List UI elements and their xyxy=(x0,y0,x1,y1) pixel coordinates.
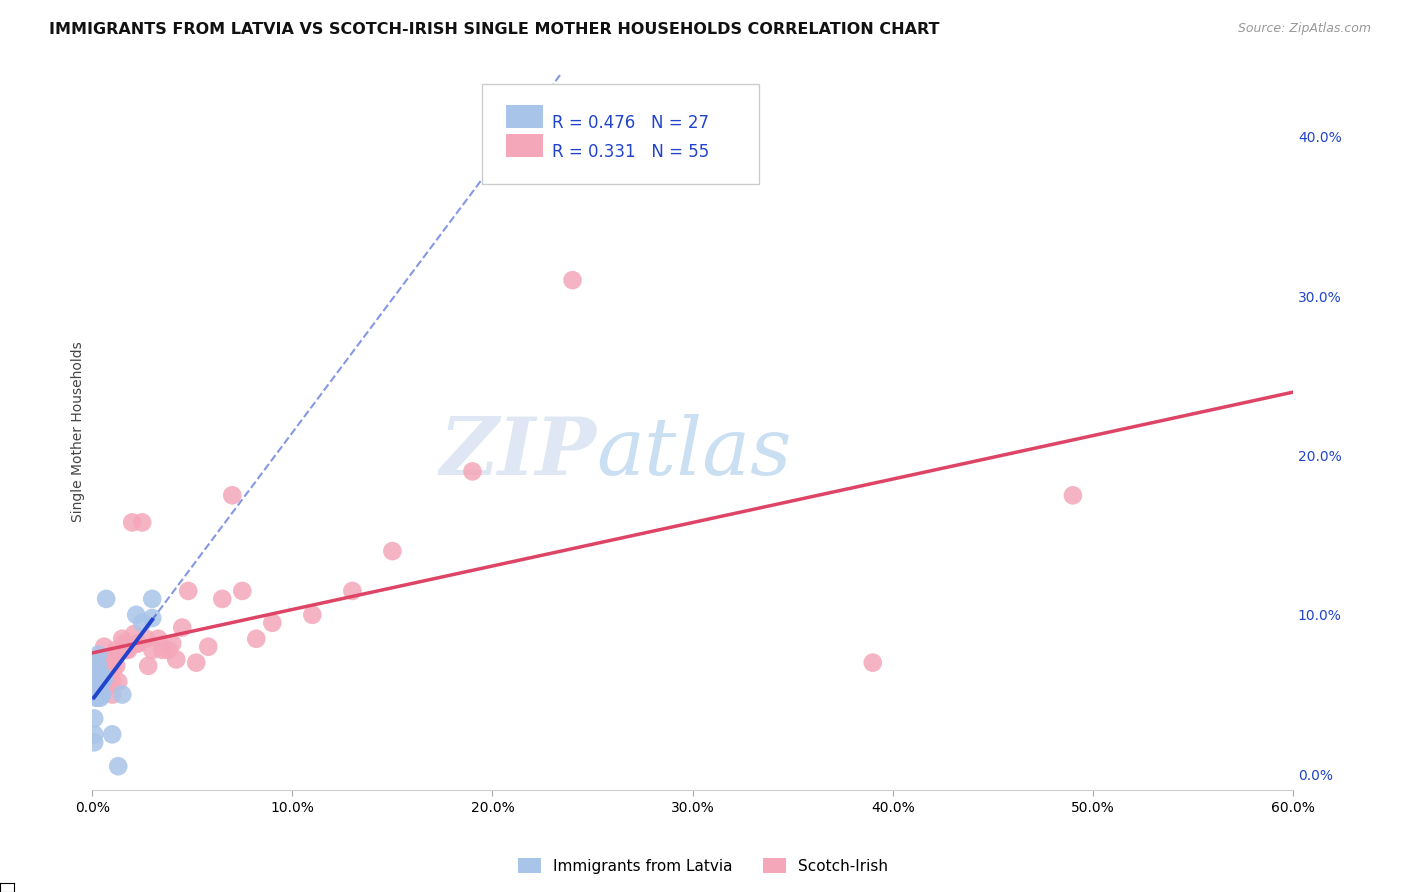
Point xyxy=(87,680,110,694)
Point xyxy=(96,591,118,606)
Point xyxy=(87,672,110,686)
Point xyxy=(141,591,163,606)
Point xyxy=(101,674,124,689)
Point xyxy=(84,680,107,694)
Point xyxy=(101,727,124,741)
Point xyxy=(84,680,107,694)
Point xyxy=(245,632,267,646)
Point xyxy=(115,643,138,657)
Point xyxy=(89,680,111,694)
Point xyxy=(107,674,129,689)
FancyBboxPatch shape xyxy=(506,134,543,157)
Point xyxy=(91,668,114,682)
Point xyxy=(91,688,114,702)
Point xyxy=(122,627,145,641)
Point xyxy=(97,656,120,670)
Point xyxy=(84,656,107,670)
Point xyxy=(89,668,111,682)
Point xyxy=(89,690,111,705)
Point xyxy=(177,583,200,598)
Point xyxy=(117,643,139,657)
Point xyxy=(141,643,163,657)
Point xyxy=(87,658,110,673)
Y-axis label: Single Mother Households: Single Mother Households xyxy=(72,341,86,522)
Point xyxy=(148,632,170,646)
Point xyxy=(121,516,143,530)
Point xyxy=(381,544,404,558)
Point xyxy=(135,632,157,646)
Point xyxy=(136,658,159,673)
Point xyxy=(87,668,110,682)
Point xyxy=(84,664,107,678)
Point xyxy=(97,668,120,682)
Point xyxy=(165,652,187,666)
Text: IMMIGRANTS FROM LATVIA VS SCOTCH-IRISH SINGLE MOTHER HOUSEHOLDS CORRELATION CHAR: IMMIGRANTS FROM LATVIA VS SCOTCH-IRISH S… xyxy=(49,22,939,37)
Point xyxy=(231,583,253,598)
Text: atlas: atlas xyxy=(596,414,792,491)
FancyBboxPatch shape xyxy=(506,105,543,128)
Legend: Immigrants from Latvia, Scotch-Irish: Immigrants from Latvia, Scotch-Irish xyxy=(512,852,894,880)
Point xyxy=(101,664,124,678)
Point xyxy=(91,668,114,682)
Point xyxy=(112,636,135,650)
Point xyxy=(197,640,219,654)
Point xyxy=(84,666,107,681)
Point xyxy=(93,672,115,686)
Point xyxy=(96,668,118,682)
Point xyxy=(101,688,124,702)
Point xyxy=(127,636,149,650)
Point xyxy=(91,674,114,689)
Point xyxy=(91,652,114,666)
Point xyxy=(342,583,364,598)
Point xyxy=(89,664,111,678)
Point xyxy=(83,727,105,741)
Point xyxy=(96,658,118,673)
Point xyxy=(96,680,118,694)
FancyBboxPatch shape xyxy=(482,84,759,184)
Text: R = 0.331   N = 55: R = 0.331 N = 55 xyxy=(553,143,710,161)
Point xyxy=(211,591,233,606)
Point xyxy=(131,516,153,530)
Point xyxy=(150,643,173,657)
Point xyxy=(111,688,134,702)
Text: ZIP: ZIP xyxy=(440,414,596,491)
Point xyxy=(862,656,884,670)
Point xyxy=(172,621,194,635)
Point xyxy=(103,652,125,666)
Point xyxy=(461,464,484,478)
Point xyxy=(186,656,208,670)
Point xyxy=(84,690,107,705)
Point xyxy=(221,488,243,502)
Point xyxy=(87,656,110,670)
Point xyxy=(89,680,111,694)
Point xyxy=(1062,488,1084,502)
Point xyxy=(561,273,583,287)
Point xyxy=(93,640,115,654)
Point xyxy=(111,632,134,646)
Point xyxy=(141,611,163,625)
Text: R = 0.476   N = 27: R = 0.476 N = 27 xyxy=(553,114,709,132)
Point xyxy=(301,607,323,622)
Point xyxy=(87,648,110,662)
Point xyxy=(105,643,128,657)
Point xyxy=(131,615,153,630)
Point xyxy=(83,735,105,749)
Point xyxy=(157,643,180,657)
Point xyxy=(125,636,148,650)
Point xyxy=(87,690,110,705)
Point xyxy=(162,636,184,650)
Text: Source: ZipAtlas.com: Source: ZipAtlas.com xyxy=(1237,22,1371,36)
Point xyxy=(107,759,129,773)
Point xyxy=(98,656,121,670)
Point xyxy=(125,607,148,622)
Point xyxy=(105,658,128,673)
Point xyxy=(262,615,284,630)
Point xyxy=(83,711,105,725)
